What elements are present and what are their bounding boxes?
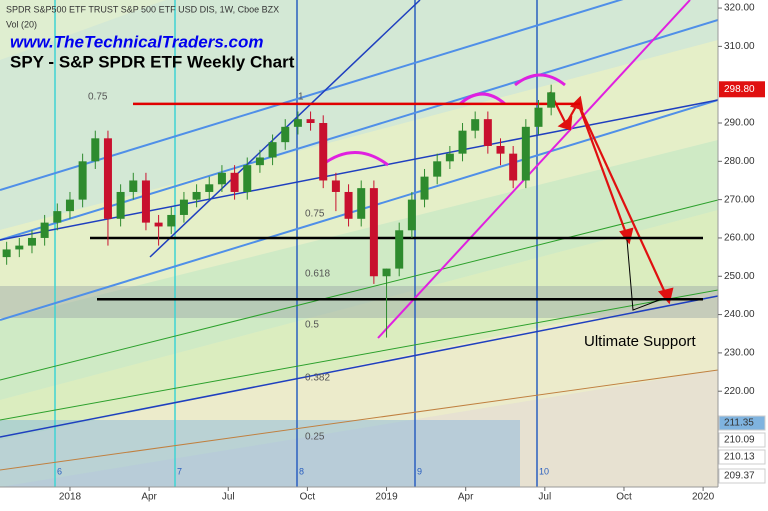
x-tick-label: 2019 [375, 492, 398, 503]
candle-body [255, 157, 264, 166]
annotation: Ultimate Support [584, 333, 697, 350]
candle-body [496, 145, 505, 154]
volume-label-box [718, 415, 766, 431]
y-tick-label: 230.00 [724, 348, 755, 359]
candle-body [306, 119, 315, 123]
y-tick-label: 250.00 [724, 271, 755, 282]
y-tick-label: 260.00 [724, 233, 755, 244]
volume-label-box [718, 468, 766, 484]
candle-body [293, 119, 302, 127]
candle-body [129, 180, 138, 192]
fib-label: 0.382 [305, 373, 330, 384]
candle-body [230, 172, 239, 192]
candle-body [433, 161, 442, 177]
volume-label-box [718, 449, 766, 465]
candle-body [521, 126, 530, 181]
candle-body [53, 211, 62, 223]
candle-body [369, 188, 378, 277]
candle-body [192, 191, 201, 200]
candle-body [483, 119, 492, 146]
candle-body [2, 249, 11, 258]
candle-body [395, 230, 404, 269]
candle-body [78, 161, 87, 200]
cycle-label: 10 [539, 466, 549, 476]
x-tick-label: Jul [538, 492, 551, 503]
x-tick-label: Oct [616, 492, 632, 503]
x-tick-label: 2020 [692, 492, 715, 503]
candle-body [217, 172, 226, 185]
volume-label-box [718, 432, 766, 448]
candle-body [40, 222, 49, 238]
x-tick-label: Apr [458, 492, 474, 503]
candle-body [407, 199, 416, 231]
candle-body [458, 130, 467, 154]
candle-body [445, 153, 454, 162]
fib-label: 0.25 [305, 432, 325, 443]
candle-body [103, 138, 112, 219]
volume-label: 209.37 [724, 471, 755, 482]
candle-body [471, 119, 480, 131]
volume-label: Vol (20) [6, 19, 37, 29]
y-tick-label: 310.00 [724, 41, 755, 52]
candle-body [91, 138, 100, 162]
fib-label: 0.75 [88, 92, 108, 103]
x-tick-label: Oct [300, 492, 316, 503]
volume-label: 211.35 [724, 418, 754, 429]
candle-body [154, 222, 163, 227]
candle-body [15, 245, 24, 250]
candle-body [547, 92, 556, 108]
website: www.TheTechnicalTraders.com [10, 32, 264, 51]
candle-body [281, 126, 290, 143]
y-tick-label: 290.00 [724, 118, 755, 129]
cycle-label: 8 [299, 466, 304, 476]
candle-body [141, 180, 150, 223]
fib-label: 0.5 [305, 320, 319, 331]
volume-label: 210.13 [724, 452, 755, 463]
background [0, 0, 718, 487]
cycle-label: 9 [417, 466, 422, 476]
candle-body [331, 180, 340, 192]
source-line: SPDR S&P500 ETF TRUST S&P 500 ETF USD DI… [6, 4, 279, 14]
candle-body [27, 237, 36, 246]
candle-body [205, 184, 214, 192]
x-tick-label: 2018 [59, 492, 82, 503]
chart-title: SPY - S&P SPDR ETF Weekly Chart [10, 52, 295, 71]
candle-body [268, 142, 277, 158]
y-tick-label: 320.00 [724, 3, 755, 14]
candle-body [179, 199, 188, 215]
y-tick-label: 240.00 [724, 309, 755, 320]
fib-label: 1 [298, 92, 304, 103]
cycle-label: 6 [57, 466, 62, 476]
candle-body [344, 191, 353, 219]
candle-body [420, 176, 429, 200]
volume-label: 210.09 [724, 435, 755, 446]
candle-body [243, 165, 252, 192]
candle-body [65, 199, 74, 212]
candle-body [382, 268, 391, 277]
x-tick-label: Apr [141, 492, 157, 503]
candle-body [116, 191, 125, 219]
y-tick-label: 220.00 [724, 386, 755, 397]
candle-body [534, 107, 543, 127]
y-tick-label: 280.00 [724, 156, 755, 167]
last-price-box [719, 81, 765, 98]
candle-body [319, 122, 328, 181]
x-tick-label: Jul [222, 492, 235, 503]
fib-label: 0.618 [305, 269, 330, 280]
candle-body [509, 153, 518, 181]
fib-label: 0.75 [305, 209, 325, 220]
cycle-label: 7 [177, 466, 182, 476]
candle-body [167, 214, 176, 227]
candle-body [357, 188, 366, 219]
y-tick-label: 270.00 [724, 194, 755, 205]
last-price-label: 298.80 [724, 84, 755, 95]
